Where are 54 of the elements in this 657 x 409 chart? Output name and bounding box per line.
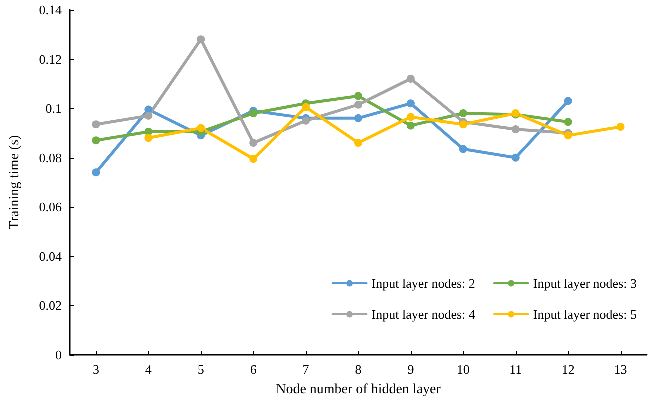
y-tick-label: 0.1 — [46, 101, 62, 116]
y-tick-label: 0.06 — [39, 200, 62, 215]
y-tick-label: 0.08 — [39, 150, 62, 166]
x-axis-title: Node number of hidden layer — [276, 382, 442, 398]
x-tick-label: 9 — [408, 362, 414, 377]
point — [564, 97, 572, 106]
point — [459, 120, 468, 129]
point — [354, 92, 362, 100]
y-tick-label: 0 — [56, 348, 62, 362]
point — [512, 154, 520, 162]
point — [250, 110, 258, 118]
point — [302, 116, 310, 125]
point — [197, 36, 206, 44]
point — [406, 122, 415, 130]
x-tick-label: 3 — [92, 362, 100, 377]
point — [302, 103, 310, 112]
point — [250, 155, 258, 164]
x-tick-label: 10 — [456, 362, 470, 377]
y-tick-label: 0.04 — [39, 248, 62, 264]
point — [144, 134, 153, 142]
point — [354, 139, 362, 148]
y-tick-label: 0.02 — [39, 298, 62, 314]
point — [197, 124, 206, 132]
point — [144, 112, 153, 120]
x-tick-label: 5 — [198, 362, 204, 377]
point — [354, 100, 362, 109]
legend-label: Input layer nodes: 5 — [533, 307, 638, 322]
point — [406, 113, 415, 122]
point — [564, 118, 572, 126]
point — [459, 145, 468, 154]
point — [92, 136, 100, 145]
y-axis-title: Training time (s) — [8, 134, 22, 230]
point — [92, 168, 100, 177]
point — [92, 120, 100, 129]
x-tick-label: 4 — [145, 362, 152, 377]
x-tick-label: 13 — [614, 362, 628, 377]
legend-label: Input layer nodes: 3 — [533, 276, 638, 291]
point — [616, 123, 625, 132]
point — [512, 126, 520, 134]
x-tick-label: 8 — [355, 362, 362, 377]
x-tick-label: 6 — [250, 362, 258, 377]
y-tick-label: 0.12 — [39, 52, 62, 67]
point — [564, 132, 572, 140]
point — [406, 100, 415, 108]
x-tick-label: 11 — [510, 362, 522, 377]
x-tick-label: 7 — [302, 362, 310, 377]
point — [354, 114, 362, 122]
point — [406, 75, 415, 83]
point — [459, 110, 468, 118]
x-tick-label: 12 — [562, 362, 575, 377]
y-tick-label: 0.14 — [39, 2, 62, 18]
legend-label: Input layer nodes: 4 — [372, 307, 476, 322]
legend-label: Input layer nodes: 2 — [372, 276, 476, 291]
point — [250, 139, 258, 148]
